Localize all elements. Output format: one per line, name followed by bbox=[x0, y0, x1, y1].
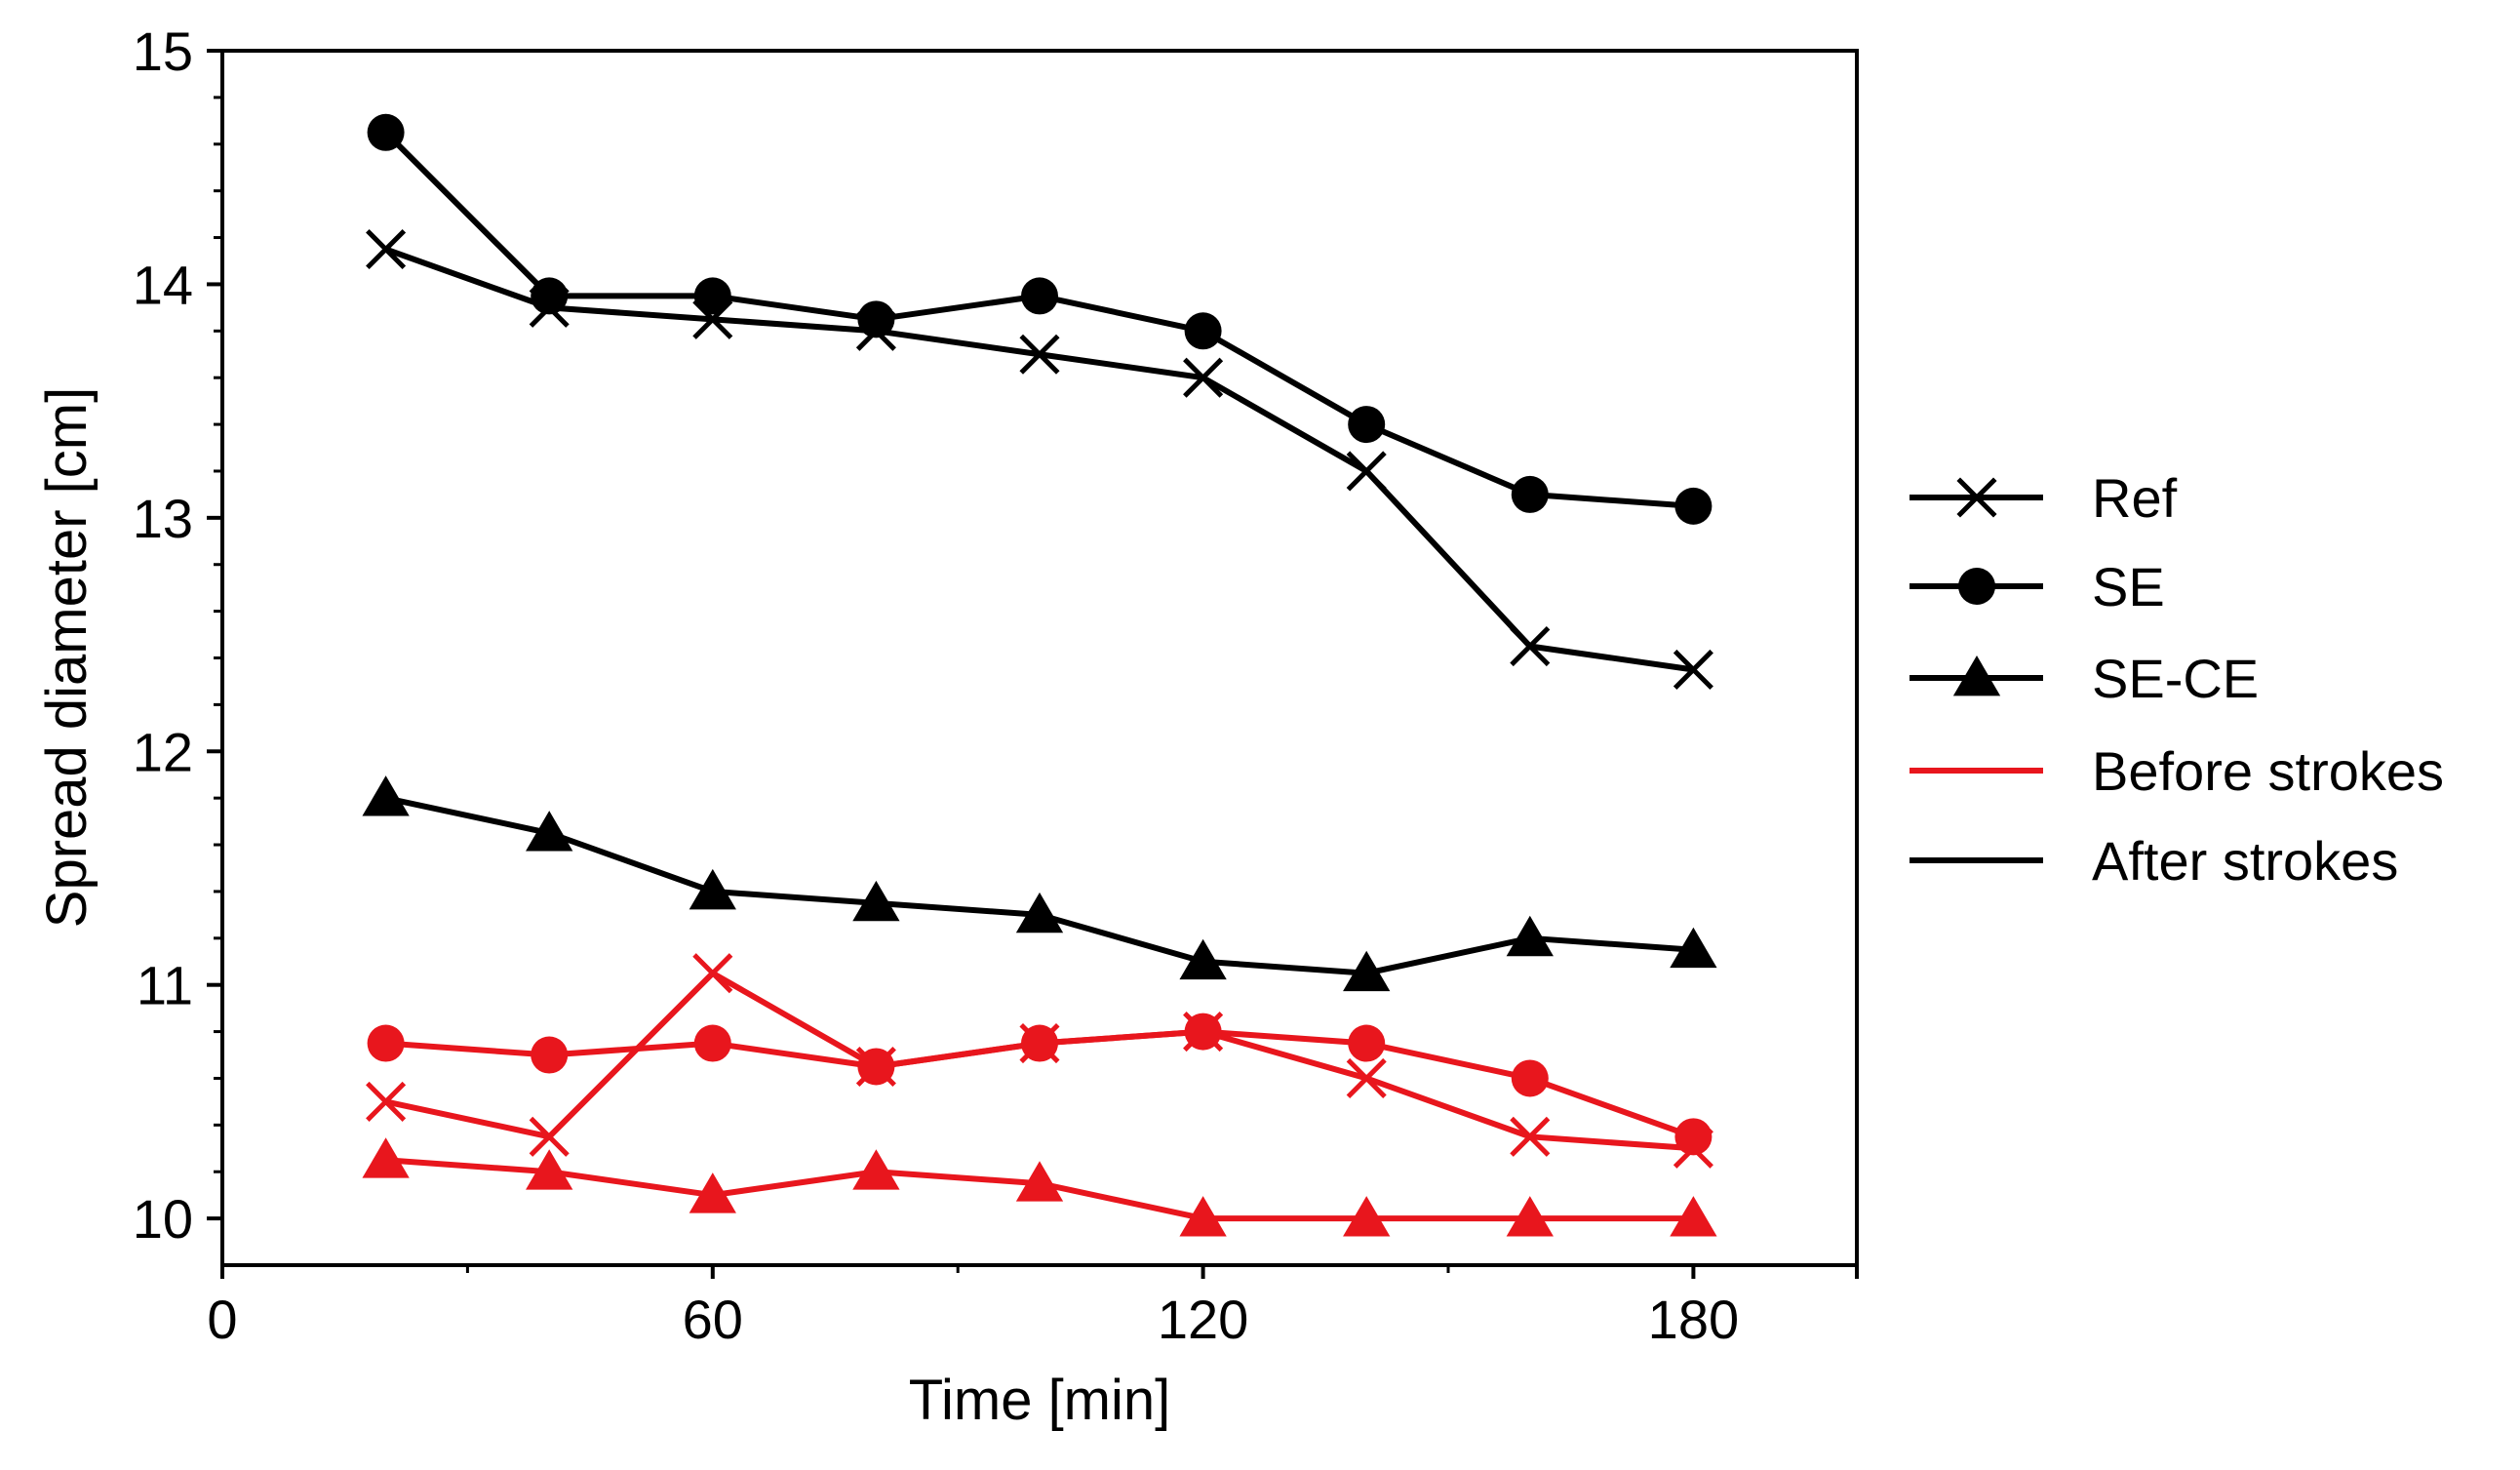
y-tick-label: 10 bbox=[133, 1188, 193, 1250]
data-point bbox=[362, 1137, 410, 1178]
axis-layer: 0 60 120 180 10 11 12 13 14 15 bbox=[133, 20, 1859, 1350]
data-point bbox=[366, 1081, 407, 1122]
data-point bbox=[1673, 649, 1713, 691]
data-point bbox=[366, 228, 407, 270]
data-point bbox=[1506, 915, 1554, 957]
legend-label: SE bbox=[2092, 556, 2165, 617]
legend-item: Ref bbox=[1910, 467, 2178, 529]
x-tick-label: 0 bbox=[207, 1289, 237, 1350]
data-point bbox=[531, 277, 569, 315]
data-point bbox=[857, 300, 895, 338]
data-point bbox=[1015, 892, 1064, 934]
legend-label: After strokes bbox=[2092, 830, 2398, 892]
data-point bbox=[852, 880, 900, 922]
data-point bbox=[1179, 1196, 1227, 1237]
data-point bbox=[1511, 1059, 1549, 1097]
data-point bbox=[689, 868, 736, 910]
data-point bbox=[1674, 1118, 1713, 1156]
y-tick-label: 12 bbox=[133, 721, 193, 782]
legend-marker bbox=[1952, 656, 2001, 696]
data-point bbox=[362, 775, 410, 816]
x-axis-label: Time [min] bbox=[909, 1369, 1171, 1432]
legend-item: SE bbox=[1910, 556, 2165, 617]
data-point bbox=[1343, 1196, 1391, 1237]
legend-label: SE-CE bbox=[2092, 648, 2259, 709]
legend-marker bbox=[1956, 477, 1997, 518]
data-point bbox=[1019, 334, 1060, 375]
data-point bbox=[1346, 1057, 1387, 1098]
series-layer bbox=[362, 113, 1717, 1237]
y-tick-label: 11 bbox=[137, 955, 193, 1016]
x-tick-label: 60 bbox=[683, 1289, 743, 1350]
data-point bbox=[531, 1036, 569, 1074]
series-1 bbox=[367, 113, 1713, 525]
data-point bbox=[693, 277, 731, 315]
series-2 bbox=[362, 775, 1717, 992]
data-point bbox=[1184, 312, 1222, 350]
data-point bbox=[1506, 1196, 1554, 1237]
data-point bbox=[1183, 357, 1224, 398]
data-point bbox=[1670, 927, 1717, 969]
data-point bbox=[1021, 277, 1058, 315]
data-point bbox=[857, 1048, 895, 1086]
data-point bbox=[852, 1149, 900, 1190]
y-tick-label: 14 bbox=[133, 254, 193, 315]
data-point bbox=[689, 1172, 736, 1213]
data-point bbox=[1511, 475, 1549, 513]
x-tick-label: 120 bbox=[1158, 1289, 1248, 1350]
legend-marker bbox=[1958, 568, 1995, 605]
data-point bbox=[1184, 1013, 1222, 1051]
data-point bbox=[529, 1116, 570, 1157]
data-point bbox=[1348, 406, 1386, 444]
series-4 bbox=[367, 1013, 1713, 1156]
legend-item: Before strokes bbox=[1910, 740, 2444, 802]
series-line bbox=[384, 795, 1694, 976]
y-axis-label: Spread diameter [cm] bbox=[35, 387, 98, 928]
data-point bbox=[1510, 1116, 1551, 1157]
data-point bbox=[1015, 1161, 1064, 1202]
legend-item: SE-CE bbox=[1910, 648, 2259, 709]
data-point bbox=[526, 1149, 573, 1190]
y-tick-label: 15 bbox=[133, 20, 193, 82]
series-line bbox=[383, 130, 1694, 509]
data-point bbox=[526, 811, 573, 852]
data-point bbox=[367, 1024, 405, 1062]
data-point bbox=[1348, 1024, 1386, 1062]
legend-label: Before strokes bbox=[2092, 740, 2444, 802]
legend-item: After strokes bbox=[1910, 830, 2398, 892]
data-point bbox=[367, 113, 405, 151]
series-5 bbox=[362, 1137, 1717, 1237]
legend: Ref SE SE-CE Before strokes After strokes bbox=[1910, 467, 2444, 892]
data-point bbox=[1343, 950, 1391, 992]
data-point bbox=[693, 1024, 731, 1062]
data-point bbox=[1510, 625, 1551, 667]
y-tick-label: 13 bbox=[133, 488, 193, 549]
data-point bbox=[1670, 1196, 1717, 1237]
data-point bbox=[692, 953, 733, 994]
legend-label: Ref bbox=[2092, 467, 2178, 529]
data-point bbox=[1674, 487, 1713, 525]
x-tick-label: 180 bbox=[1648, 1289, 1739, 1350]
data-point bbox=[1346, 451, 1387, 492]
data-point bbox=[1021, 1024, 1058, 1062]
data-point bbox=[1179, 938, 1227, 980]
